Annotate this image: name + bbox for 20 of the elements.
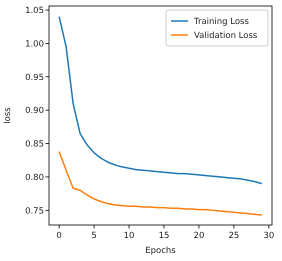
x-tick-label: 25: [228, 231, 240, 241]
y-tick-label: 0.95: [25, 72, 44, 83]
y-tick-label: 1.00: [25, 39, 44, 50]
y-tick-label: 1.05: [25, 6, 44, 16]
y-tick-label: 0.75: [25, 206, 44, 216]
x-tick-label: 0: [56, 231, 62, 241]
y-tick-label: 0.80: [25, 172, 44, 183]
x-axis-title: Epochs: [145, 246, 176, 256]
legend-label: Validation Loss: [194, 31, 258, 41]
x-tick-label: 30: [263, 231, 274, 241]
x-tick-label: 5: [91, 231, 97, 241]
x-tick-label: 15: [158, 231, 170, 241]
x-tick-label: 20: [194, 231, 204, 241]
y-axis-title: loss: [3, 106, 13, 124]
x-tick-label: 10: [124, 231, 134, 241]
y-tick-label: 0.90: [25, 106, 44, 116]
y-tick-label: 0.85: [25, 140, 44, 150]
legend-label: Training Loss: [193, 17, 250, 27]
line-series: [58, 16, 263, 184]
line-series: [58, 150, 263, 216]
